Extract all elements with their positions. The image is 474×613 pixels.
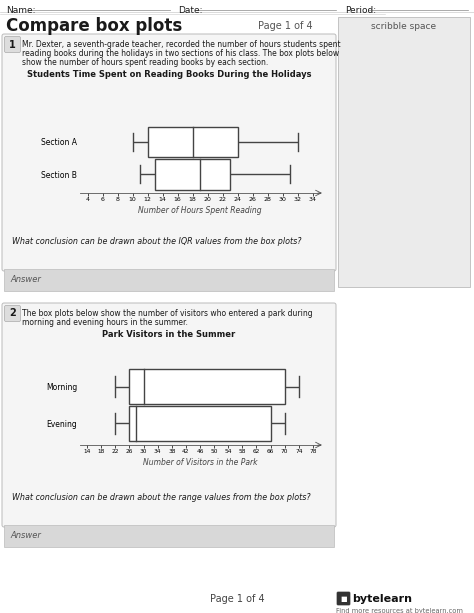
FancyBboxPatch shape <box>337 592 350 605</box>
Text: Date:: Date: <box>178 6 202 15</box>
Text: Name:: Name: <box>6 6 36 15</box>
Text: reading books during the holidays in two sections of his class. The box plots be: reading books during the holidays in two… <box>22 49 339 58</box>
Text: bytelearn: bytelearn <box>352 593 412 604</box>
X-axis label: Number of Visitors in the Park: Number of Visitors in the Park <box>143 459 257 467</box>
Bar <box>147 126 237 158</box>
Text: Find more resources at bytelearn.com: Find more resources at bytelearn.com <box>336 608 463 613</box>
Text: Page 1 of 4: Page 1 of 4 <box>258 21 313 31</box>
Text: Students Time Spent on Reading Books During the Holidays: Students Time Spent on Reading Books Dur… <box>27 70 311 79</box>
Text: 2: 2 <box>9 308 16 319</box>
FancyBboxPatch shape <box>2 34 336 271</box>
Text: Period:: Period: <box>345 6 376 15</box>
FancyBboxPatch shape <box>2 303 336 527</box>
Text: What conclusion can be drawn about the range values from the box plots?: What conclusion can be drawn about the r… <box>12 493 310 502</box>
FancyBboxPatch shape <box>338 17 470 287</box>
Text: Compare box plots: Compare box plots <box>6 17 182 35</box>
Text: The box plots below show the number of visitors who entered a park during: The box plots below show the number of v… <box>22 309 313 318</box>
Text: Page 1 of 4: Page 1 of 4 <box>210 594 264 604</box>
Text: What conclusion can be drawn about the IQR values from the box plots?: What conclusion can be drawn about the I… <box>12 237 301 246</box>
Text: Answer: Answer <box>10 275 41 284</box>
Bar <box>129 406 271 441</box>
FancyBboxPatch shape <box>4 37 20 53</box>
Bar <box>129 369 285 404</box>
Text: scribble space: scribble space <box>372 22 437 31</box>
Text: ■: ■ <box>340 595 347 601</box>
Text: morning and evening hours in the summer.: morning and evening hours in the summer. <box>22 318 188 327</box>
Bar <box>155 159 230 189</box>
FancyBboxPatch shape <box>4 305 20 321</box>
Text: show the number of hours spent reading books by each section.: show the number of hours spent reading b… <box>22 58 268 67</box>
X-axis label: Number of Hours Spent Reading: Number of Hours Spent Reading <box>138 207 262 215</box>
Text: Park Visitors in the Summer: Park Visitors in the Summer <box>102 330 236 339</box>
FancyBboxPatch shape <box>4 525 334 547</box>
Text: Answer: Answer <box>10 531 41 541</box>
Text: 1: 1 <box>9 39 16 50</box>
Text: Mr. Dexter, a seventh-grade teacher, recorded the number of hours students spent: Mr. Dexter, a seventh-grade teacher, rec… <box>22 40 341 49</box>
FancyBboxPatch shape <box>4 269 334 291</box>
